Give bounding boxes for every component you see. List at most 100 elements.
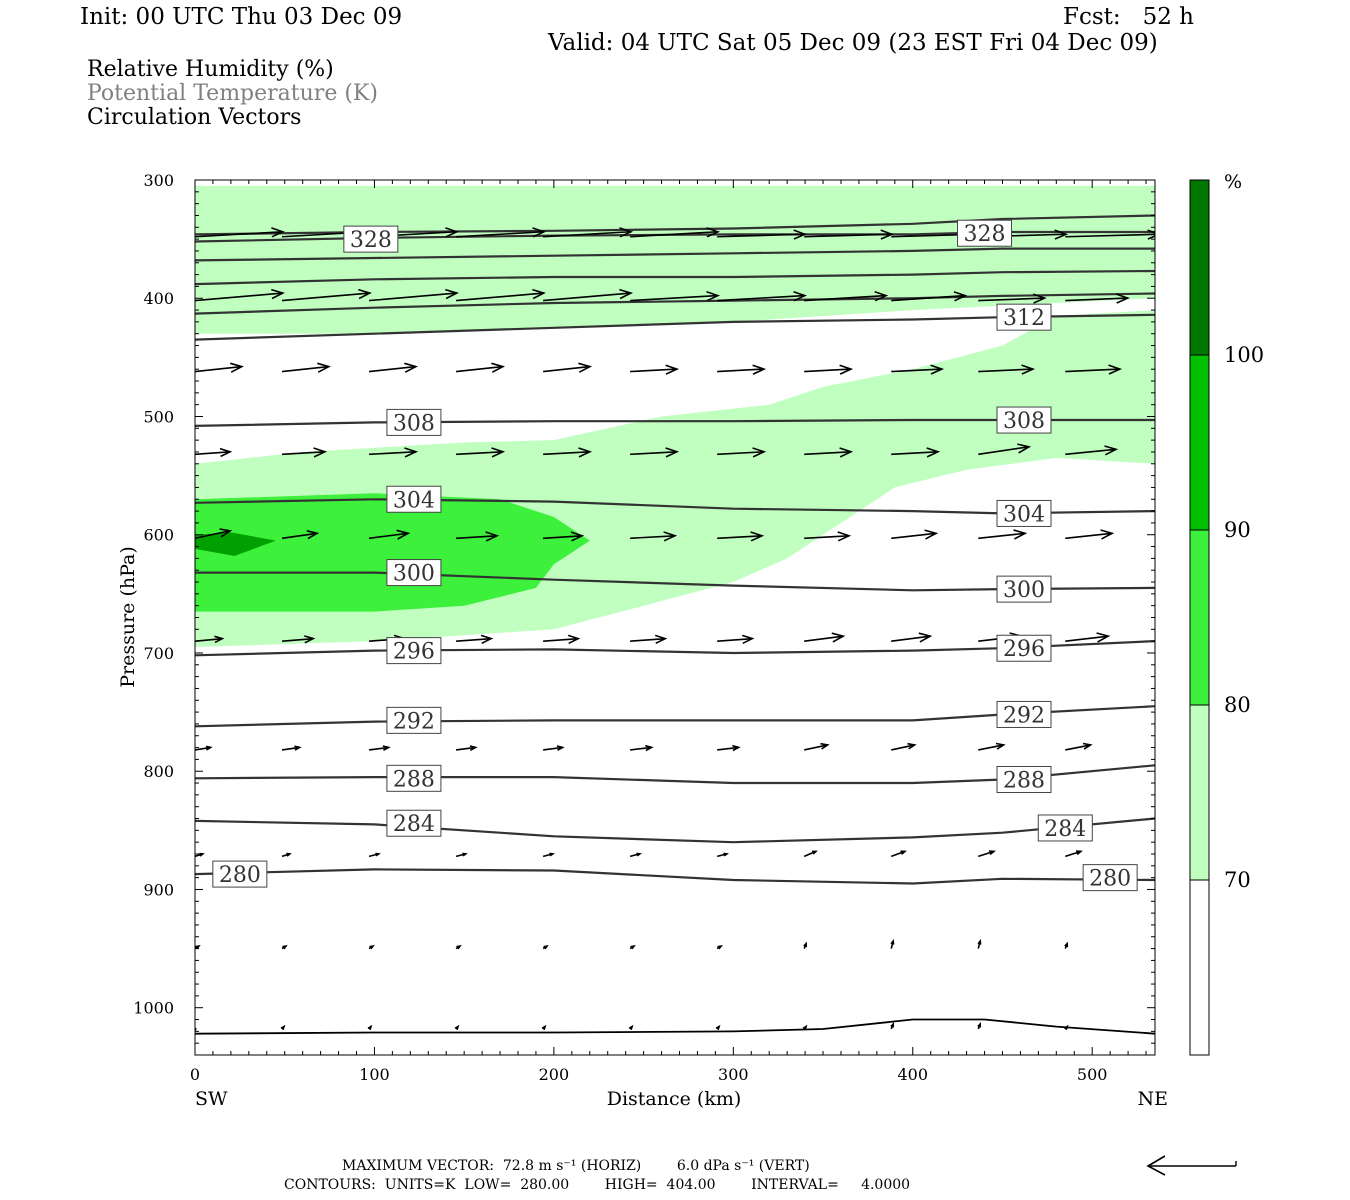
y-axis-title: Pressure (hPa) (117, 546, 139, 688)
circulation-vector (281, 852, 292, 858)
circulation-vector (890, 939, 895, 949)
circulation-vector (1065, 529, 1115, 540)
circulation-vector (1065, 742, 1093, 751)
theta-label-328: 328 (957, 219, 1013, 247)
circulation-vector (630, 447, 680, 458)
circulation-vector (1065, 445, 1119, 456)
svg-text:308: 308 (1003, 409, 1045, 434)
theta-contour-284 (195, 817, 1155, 844)
circulation-vector (717, 364, 767, 375)
surface-line (195, 1018, 1155, 1035)
circulation-vector (891, 364, 945, 375)
colorbar-level-label: 70 (1224, 868, 1251, 892)
circulation-vector (195, 288, 285, 302)
circulation-vector (1065, 293, 1130, 304)
circulation-vector (543, 745, 565, 751)
circulation-vector (195, 852, 205, 858)
circulation-vector (804, 632, 846, 643)
circulation-vector (891, 529, 939, 540)
y-tick-label: 500 (143, 407, 174, 426)
y-tick-label: 900 (143, 880, 174, 899)
circulation-vector (281, 944, 288, 950)
svg-text:284: 284 (393, 812, 435, 837)
circulation-vector (281, 288, 372, 302)
theta-label-284: 284 (386, 809, 442, 837)
circulation-vector (630, 531, 678, 542)
circulation-vector (978, 742, 1006, 751)
reference-vector (1146, 1155, 1237, 1176)
theta-label-280: 280 (212, 860, 268, 888)
forecast-hour: Fcst: 52 h (1063, 4, 1194, 30)
svg-text:304: 304 (393, 488, 435, 513)
circulation-vector (978, 443, 1032, 456)
circulation-vector (1065, 850, 1083, 858)
circulation-vector (630, 364, 680, 375)
theta-label-300: 300 (996, 575, 1052, 603)
svg-text:296: 296 (393, 640, 435, 665)
circulation-vector (367, 1024, 373, 1031)
circulation-vector (368, 288, 459, 302)
colorbar-segment (1190, 355, 1209, 530)
x-tick-label: 100 (359, 1065, 390, 1084)
circulation-vector (803, 941, 807, 949)
svg-text:288: 288 (393, 767, 435, 792)
colorbar-segment (1190, 530, 1209, 705)
circulation-vector (368, 362, 419, 373)
x-tick-label: 200 (539, 1065, 570, 1084)
colorbar-level-label: 100 (1224, 343, 1264, 367)
x-end-right: NE (1138, 1088, 1169, 1110)
circulation-vector (804, 531, 852, 542)
svg-text:308: 308 (393, 411, 435, 436)
circulation-vector (890, 1022, 894, 1030)
circulation-vector (368, 944, 375, 950)
svg-text:280: 280 (219, 863, 261, 888)
theta-label-296: 296 (386, 637, 442, 665)
circulation-vector (454, 1024, 460, 1031)
circulation-vector (281, 362, 331, 373)
x-tick-label: 500 (1077, 1065, 1108, 1084)
circulation-vector (1063, 1024, 1069, 1031)
theta-label-328: 328 (343, 225, 399, 253)
circulation-vector (456, 227, 546, 238)
field-label-theta: Potential Temperature (K) (87, 81, 378, 106)
x-tick-label: 0 (190, 1065, 200, 1084)
circulation-vector (195, 1027, 197, 1031)
svg-text:292: 292 (393, 709, 435, 734)
svg-text:284: 284 (1044, 817, 1086, 842)
circulation-vector (542, 852, 556, 858)
circulation-vector (717, 531, 765, 542)
circulation-vector (717, 447, 767, 458)
circulation-vector (195, 447, 233, 458)
field-label-vectors: Circulation Vectors (87, 105, 302, 130)
circulation-vector (456, 447, 506, 458)
contour-info: CONTOURS: UNITS=K LOW= 280.00 HIGH= 404.… (284, 1177, 911, 1193)
y-tick-label: 400 (143, 289, 174, 308)
circulation-vector (543, 288, 634, 302)
x-end-left: SW (195, 1088, 228, 1110)
colorbar-unit: % (1224, 171, 1242, 193)
theta-contour-324 (195, 247, 1155, 262)
theta-label-304: 304 (386, 485, 442, 513)
circulation-vector (368, 852, 381, 858)
circulation-vector (280, 1024, 286, 1031)
svg-text:304: 304 (1003, 502, 1045, 527)
field-label-rh: Relative Humidity (%) (87, 57, 334, 82)
theta-contour-316 (195, 292, 1155, 315)
circulation-vector (1065, 364, 1123, 375)
circulation-vector (1065, 229, 1155, 240)
colorbar-level-label: 80 (1224, 693, 1251, 717)
x-tick-label: 300 (718, 1065, 749, 1084)
circulation-vector (455, 362, 506, 373)
circulation-vector (630, 744, 654, 752)
x-tick-label: 400 (897, 1065, 928, 1084)
y-tick-label: 300 (143, 171, 174, 190)
theta-label-312: 312 (996, 303, 1052, 331)
theta-contour-320 (195, 269, 1155, 286)
circulation-vector (717, 634, 755, 645)
circulation-vector (891, 632, 933, 643)
y-tick-label: 600 (143, 526, 174, 545)
circulation-vector (543, 362, 593, 373)
circulation-vector (977, 1022, 981, 1030)
colorbar-frame (1189, 179, 1210, 1056)
